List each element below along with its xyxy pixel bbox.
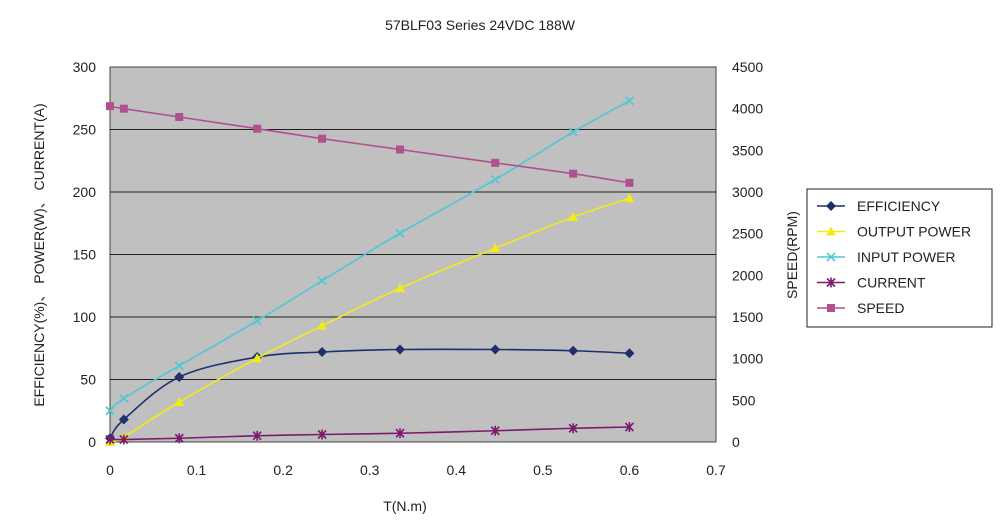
gridlines	[110, 129, 716, 380]
legend-label-speed: SPEED	[857, 300, 904, 316]
axes: 0501001502002503000500100015002000250030…	[73, 59, 764, 478]
x-tick-label: 0	[106, 462, 114, 478]
y2-tick-label: 0	[732, 434, 740, 450]
legend-marker-efficiency	[826, 201, 836, 211]
data-point-current	[317, 429, 327, 440]
data-point-current	[395, 428, 405, 439]
legend-marker-current	[826, 277, 836, 288]
legend-marker-input-power	[826, 252, 836, 262]
data-point-efficiency	[395, 344, 406, 355]
x-tick-label: 0.1	[187, 462, 207, 478]
legend-label-current: CURRENT	[857, 275, 926, 291]
data-point-output-power	[252, 353, 263, 363]
y2-tick-label: 1000	[732, 351, 763, 367]
data-point-current	[490, 425, 500, 436]
data-point-efficiency	[174, 372, 185, 382]
x-tick-label: 0.3	[360, 462, 380, 478]
data-point-output-power	[490, 243, 501, 253]
y2-tick-label: 3000	[732, 184, 763, 200]
legend-label-efficiency: EFFICIENCY	[857, 198, 941, 214]
legend-box	[806, 188, 993, 328]
legend-item-output-power: OUTPUT POWER	[817, 224, 971, 240]
legend-item-speed: SPEED	[817, 300, 904, 316]
legend: EFFICIENCY OUTPUT POWER INPUT POWER CURRENT…	[806, 188, 993, 328]
y2-tick-label: 1500	[732, 309, 763, 325]
data-point-current	[624, 422, 634, 432]
chart-title: 57BLF03 Series 24VDC 188W	[385, 17, 576, 33]
series-line-input-power	[109, 100, 630, 412]
data-point-speed	[106, 102, 114, 111]
data-point-efficiency	[624, 348, 635, 359]
data-point-efficiency	[118, 414, 129, 425]
data-point-speed	[569, 169, 578, 178]
data-point-input-power	[174, 361, 184, 371]
data-point-input-power	[490, 174, 500, 185]
data-point-input-power	[624, 96, 634, 106]
data-point-speed	[396, 145, 405, 154]
x-tick-label: 0.6	[620, 462, 640, 478]
data-point-input-power	[119, 393, 129, 403]
legend-label-output-power: OUTPUT POWER	[857, 224, 971, 240]
x-axis-label: T(N.m)	[383, 498, 427, 514]
x-tick-label: 0.5	[533, 462, 553, 478]
data-point-input-power	[395, 228, 405, 238]
data-point-efficiency	[568, 345, 579, 356]
data-point-output-power	[395, 283, 406, 293]
legend-item-current: CURRENT	[817, 275, 926, 291]
legend-label-input-power: INPUT POWER	[857, 249, 956, 265]
y-tick-label: 200	[73, 184, 97, 200]
y2-tick-label: 2500	[732, 226, 763, 242]
y2-tick-label: 500	[732, 392, 756, 408]
legend-marker-speed	[827, 304, 835, 312]
series-input-power	[105, 96, 634, 416]
data-point-output-power	[174, 397, 185, 406]
y-axis-label: EFFICIENCY(%)、 POWER(W)、 CURRENT(A)	[31, 103, 47, 406]
data-point-speed	[491, 158, 500, 167]
series-layer	[105, 96, 635, 446]
y-tick-label: 300	[73, 59, 97, 75]
y2-tick-label: 4000	[732, 101, 763, 117]
series-line-output-power	[109, 197, 630, 443]
y2-tick-label: 3500	[732, 142, 763, 158]
data-point-speed	[625, 178, 634, 187]
y-tick-label: 100	[73, 309, 97, 325]
legend-marker-output-power	[826, 226, 836, 236]
data-point-current	[174, 433, 184, 444]
series-current	[105, 422, 634, 445]
y2-tick-label: 2000	[732, 267, 763, 283]
data-point-current	[105, 434, 115, 445]
y-tick-label: 250	[73, 122, 97, 138]
y-tick-label: 50	[80, 372, 96, 388]
data-point-efficiency	[490, 344, 501, 355]
data-point-speed	[253, 124, 262, 133]
data-point-input-power	[317, 276, 327, 286]
data-point-current	[568, 423, 578, 434]
y2-axis-label: SPEED(RPM)	[784, 211, 800, 299]
series-efficiency	[105, 344, 635, 444]
data-point-input-power	[568, 127, 578, 137]
legend-item-input-power: INPUT POWER	[817, 249, 956, 265]
data-point-output-power	[624, 193, 635, 203]
data-point-input-power	[252, 316, 262, 326]
data-point-output-power	[317, 320, 328, 330]
series-speed	[106, 102, 634, 187]
data-point-output-power	[568, 212, 579, 221]
x-tick-label: 0.4	[447, 462, 467, 478]
y2-tick-label: 4500	[732, 59, 763, 75]
data-point-current	[252, 430, 262, 441]
x-tick-label: 0.7	[706, 462, 726, 478]
y-tick-label: 0	[88, 434, 96, 450]
data-point-current	[119, 434, 129, 445]
legend-item-efficiency: EFFICIENCY	[817, 198, 941, 214]
data-point-speed	[318, 134, 327, 143]
x-tick-label: 0.2	[273, 462, 293, 478]
data-point-input-power	[105, 406, 115, 416]
data-point-speed	[119, 104, 128, 113]
data-point-speed	[175, 113, 184, 121]
y-tick-label: 150	[73, 247, 97, 263]
data-point-efficiency	[317, 347, 328, 357]
